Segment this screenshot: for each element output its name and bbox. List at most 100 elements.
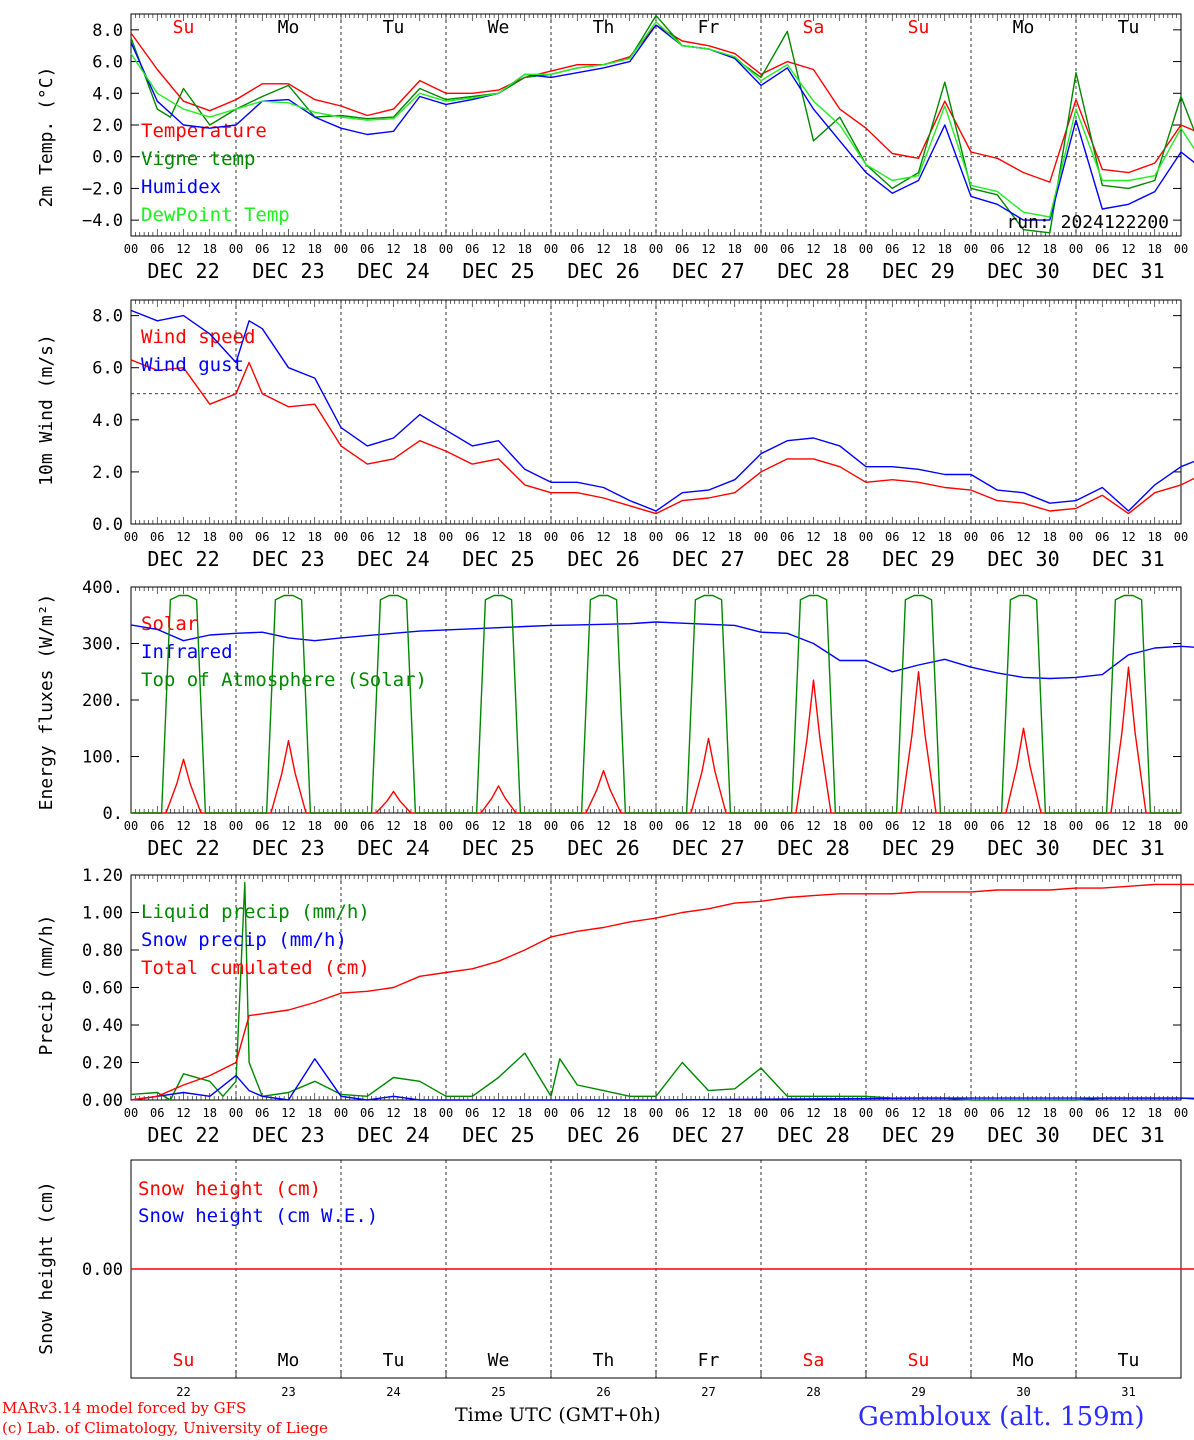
date-label: DEC 31 (1092, 259, 1164, 283)
hour-tick-label: 18 (413, 242, 427, 256)
date-label: DEC 24 (357, 547, 429, 571)
date-label: DEC 24 (357, 836, 429, 860)
hour-tick-label: 06 (255, 242, 269, 256)
date-label: DEC 29 (882, 547, 954, 571)
hour-tick-label: 12 (176, 1106, 190, 1120)
y-tick-label: 8.0 (92, 307, 123, 327)
hour-tick-label: 00 (544, 819, 558, 833)
date-label: DEC 29 (882, 259, 954, 283)
y-tick-label: 400. (82, 578, 123, 598)
hour-tick-label: 06 (465, 1106, 479, 1120)
hour-tick-label: 06 (360, 1106, 374, 1120)
hour-tick-label: 06 (885, 819, 899, 833)
date-label: DEC 23 (252, 259, 324, 283)
model-credit-line2: (c) Lab. of Climatology, University of L… (2, 1419, 328, 1437)
date-label: DEC 23 (252, 547, 324, 571)
hour-tick-label: 12 (1121, 1106, 1135, 1120)
date-label: DEC 31 (1092, 1123, 1164, 1147)
weekday-label: Mo (1013, 17, 1035, 38)
date-label: DEC 23 (252, 836, 324, 860)
hour-tick-label: 18 (938, 819, 952, 833)
hour-tick-label: 12 (701, 1106, 715, 1120)
hour-tick-label: 06 (990, 1106, 1004, 1120)
y-tick-label: 0.20 (82, 1054, 123, 1074)
y-axis-title: Snow height (cm) (36, 1181, 57, 1354)
date-label: DEC 30 (987, 836, 1059, 860)
y-tick-label: 6.0 (92, 53, 123, 73)
hour-tick-label: 00 (964, 530, 978, 544)
date-label: DEC 25 (462, 1123, 534, 1147)
hour-tick-label: 12 (911, 530, 925, 544)
date-label: DEC 22 (147, 547, 219, 571)
date-label: DEC 27 (672, 547, 744, 571)
weekday-label: Sa (803, 1350, 825, 1371)
hour-tick-label: 12 (911, 1106, 925, 1120)
y-tick-label: 100. (82, 748, 123, 768)
y-tick-label: 2.0 (92, 463, 123, 483)
hour-tick-label: 18 (203, 819, 217, 833)
hour-tick-label: 18 (308, 819, 322, 833)
legend-entry: Infrared (141, 641, 233, 663)
hour-tick-label: 18 (518, 819, 532, 833)
y-axis-title: 2m Temp. (°C) (36, 67, 57, 208)
series-line (130, 24, 1194, 221)
time-axis-label: Time UTC (GMT+0h) (455, 1404, 661, 1426)
hour-tick-label: 06 (780, 819, 794, 833)
series-line (130, 621, 1194, 680)
hour-tick-label: 00 (859, 1106, 873, 1120)
panel-frame (130, 299, 1182, 525)
day-number-label: 23 (281, 1385, 295, 1399)
weekday-label: Su (908, 17, 930, 38)
hour-tick-label: 00 (649, 530, 663, 544)
hour-tick-label: 12 (1016, 530, 1030, 544)
hour-tick-label: 18 (833, 1106, 847, 1120)
hour-tick-label: 06 (1095, 1106, 1109, 1120)
hour-tick-label: 18 (623, 1106, 637, 1120)
hour-tick-label: 18 (623, 242, 637, 256)
hour-tick-label: 12 (1016, 242, 1030, 256)
hour-tick-label: 06 (780, 242, 794, 256)
y-tick-label: 0.80 (82, 941, 123, 961)
hour-tick-label: 06 (150, 530, 164, 544)
hour-tick-label: 00 (754, 1106, 768, 1120)
date-label: DEC 22 (147, 1123, 219, 1147)
hour-tick-label: 00 (754, 530, 768, 544)
y-tick-label: 6.0 (92, 359, 123, 379)
hour-tick-label: 00 (1069, 242, 1083, 256)
weekday-label: We (488, 1350, 510, 1371)
hour-tick-label: 12 (491, 242, 505, 256)
hour-tick-label: 12 (596, 242, 610, 256)
hour-tick-label: 18 (413, 819, 427, 833)
y-tick-label: 0.00 (82, 1091, 123, 1111)
date-label: DEC 28 (777, 836, 849, 860)
legend-entry: Snow height (cm) (138, 1178, 321, 1200)
hour-tick-label: 18 (938, 242, 952, 256)
hour-tick-label: 06 (465, 530, 479, 544)
hour-tick-label: 18 (833, 819, 847, 833)
date-label: DEC 26 (567, 547, 639, 571)
weekday-label: Tu (383, 17, 405, 38)
hour-tick-label: 06 (1095, 530, 1109, 544)
hour-tick-label: 06 (360, 530, 374, 544)
day-number-label: 29 (911, 1385, 925, 1399)
hour-tick-label: 06 (255, 530, 269, 544)
hour-tick-label: 18 (1148, 242, 1162, 256)
hour-tick-label: 06 (990, 242, 1004, 256)
weekday-label: We (488, 17, 510, 38)
hour-tick-label: 18 (728, 242, 742, 256)
y-tick-label: −2.0 (82, 179, 123, 199)
panel-5: Su Mo Tu We Th Fr Sa Su Mo Tu 22 23 24 25 26 27 28 29 30 31… (36, 1159, 1194, 1399)
hour-tick-label: 00 (544, 1106, 558, 1120)
hour-tick-label: 00 (124, 242, 138, 256)
date-label: DEC 27 (672, 836, 744, 860)
panel-1: 00 06 12 18 00 06 12 18 00 06 12 18 00 06 12 18 00 06 12 18… (36, 13, 1194, 283)
hour-tick-label: 12 (701, 819, 715, 833)
hour-tick-label: 00 (544, 242, 558, 256)
hour-tick-label: 00 (229, 1106, 243, 1120)
series-line (130, 21, 1194, 218)
hour-tick-label: 00 (859, 530, 873, 544)
hour-tick-label: 12 (1121, 819, 1135, 833)
hour-tick-label: 00 (1174, 819, 1188, 833)
series-line (130, 309, 1194, 512)
hour-tick-label: 00 (1174, 242, 1188, 256)
